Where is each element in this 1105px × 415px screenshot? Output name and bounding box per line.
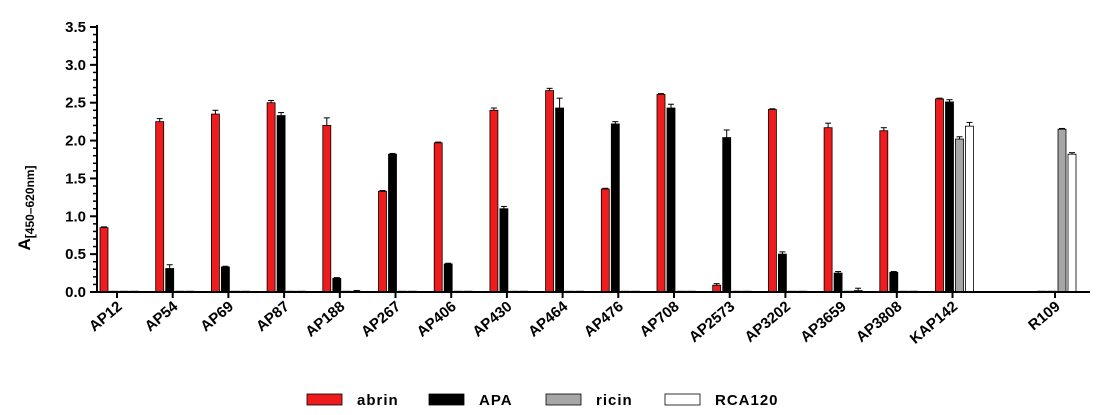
bar-abrin-AP430 <box>489 109 499 293</box>
x-tick-label: AP12 <box>86 298 126 335</box>
bar-APA-AP54 <box>165 268 175 293</box>
x-tick-label: AP2573 <box>686 298 738 346</box>
bar-abrin-AP3202 <box>768 109 777 293</box>
y-tick-label: 3.5 <box>65 19 86 36</box>
bar-RCA120-R109 <box>1067 153 1077 293</box>
legend-swatch-ricin <box>545 393 582 406</box>
x-tick-label: AP87 <box>253 298 293 335</box>
y-tick-label: 1.0 <box>65 208 86 225</box>
bar-abrin-AP188 <box>322 125 332 293</box>
bar-APA-AP476 <box>610 123 620 293</box>
x-tick-label: AP188 <box>302 298 348 341</box>
y-tick-label: 0.5 <box>65 246 86 263</box>
y-axis-title: A[450–620nm] <box>15 166 37 251</box>
x-tick-label: R109 <box>1025 298 1063 334</box>
legend-swatch-abrin <box>306 393 343 406</box>
x-tick-label: AP708 <box>637 298 683 341</box>
y-tick-label: 3.0 <box>65 57 86 74</box>
legend-label-RCA120: RCA120 <box>715 392 779 409</box>
bar-APA-AP188 <box>332 277 342 293</box>
y-tick-label: 2.0 <box>65 133 86 150</box>
y-axis-title-main: A <box>15 238 34 250</box>
bar-APA-AP3659 <box>833 272 843 293</box>
bar-abrin-AP87 <box>266 102 276 293</box>
bar-abrin-KAP142 <box>935 98 944 293</box>
bar-APA-AP267 <box>388 153 397 293</box>
bar-abrin-AP12 <box>99 227 109 293</box>
bar-ricin-R109 <box>1057 128 1067 293</box>
legend-swatch-APA <box>428 393 465 406</box>
bar-APA-KAP142 <box>945 101 954 293</box>
bar-APA-AP3202 <box>778 253 787 293</box>
bar-APA-AP430 <box>499 208 509 293</box>
x-tick-label: AP54 <box>142 298 182 336</box>
x-tick-label: AP3808 <box>853 298 905 346</box>
x-tick-label: AP3202 <box>742 298 794 346</box>
x-tick-label: AP69 <box>197 298 237 335</box>
x-tick-label: AP406 <box>414 298 460 341</box>
bar-APA-AP464 <box>555 107 564 293</box>
x-tick-label: AP3659 <box>797 298 849 346</box>
y-tick-label: 0.0 <box>65 284 86 301</box>
bar-abrin-AP3659 <box>823 127 833 293</box>
bar-abrin-AP464 <box>545 90 554 293</box>
bar-abrin-AP2573 <box>712 284 722 293</box>
bar-abrin-AP69 <box>210 113 220 293</box>
bar-APA-AP406 <box>443 263 453 293</box>
x-tick-label: AP464 <box>525 298 572 341</box>
bar-RCA120-KAP142 <box>965 125 974 293</box>
bar-APA-AP2573 <box>722 137 732 293</box>
bar-ricin-KAP142 <box>955 138 964 293</box>
x-tick-label: KAP142 <box>907 298 961 347</box>
y-axis-title-subscript: [450–620nm] <box>23 166 37 239</box>
bar-abrin-AP54 <box>155 121 165 293</box>
x-tick-label: AP430 <box>469 298 515 341</box>
legend-label-ricin: ricin <box>596 392 633 409</box>
legend-label-APA: APA <box>479 392 513 409</box>
legend-swatch-RCA120 <box>664 393 701 406</box>
bar-abrin-AP406 <box>433 142 443 293</box>
bar-abrin-AP476 <box>600 188 610 293</box>
bar-APA-AP87 <box>276 115 286 293</box>
bar-abrin-AP267 <box>378 190 387 293</box>
bar-APA-AP69 <box>220 266 230 293</box>
y-tick-label: 2.5 <box>65 95 86 112</box>
bar-APA-AP708 <box>666 107 676 293</box>
plot-area: 0.0 0.5 1.0 1.5 2.0 2.5 3.0 3.5 AP12 AP54 AP69 AP87… <box>65 19 1090 348</box>
bar-APA-AP3808 <box>889 271 899 293</box>
legend-label-abrin: abrin <box>357 392 399 409</box>
y-tick-label: 1.5 <box>65 170 86 187</box>
x-tick-label: AP476 <box>581 298 627 341</box>
bar-abrin-AP3808 <box>879 130 889 293</box>
bar-abrin-AP708 <box>656 93 666 293</box>
x-tick-label: AP267 <box>358 298 404 341</box>
legend: abrin APA ricin RCA120 <box>306 392 779 409</box>
